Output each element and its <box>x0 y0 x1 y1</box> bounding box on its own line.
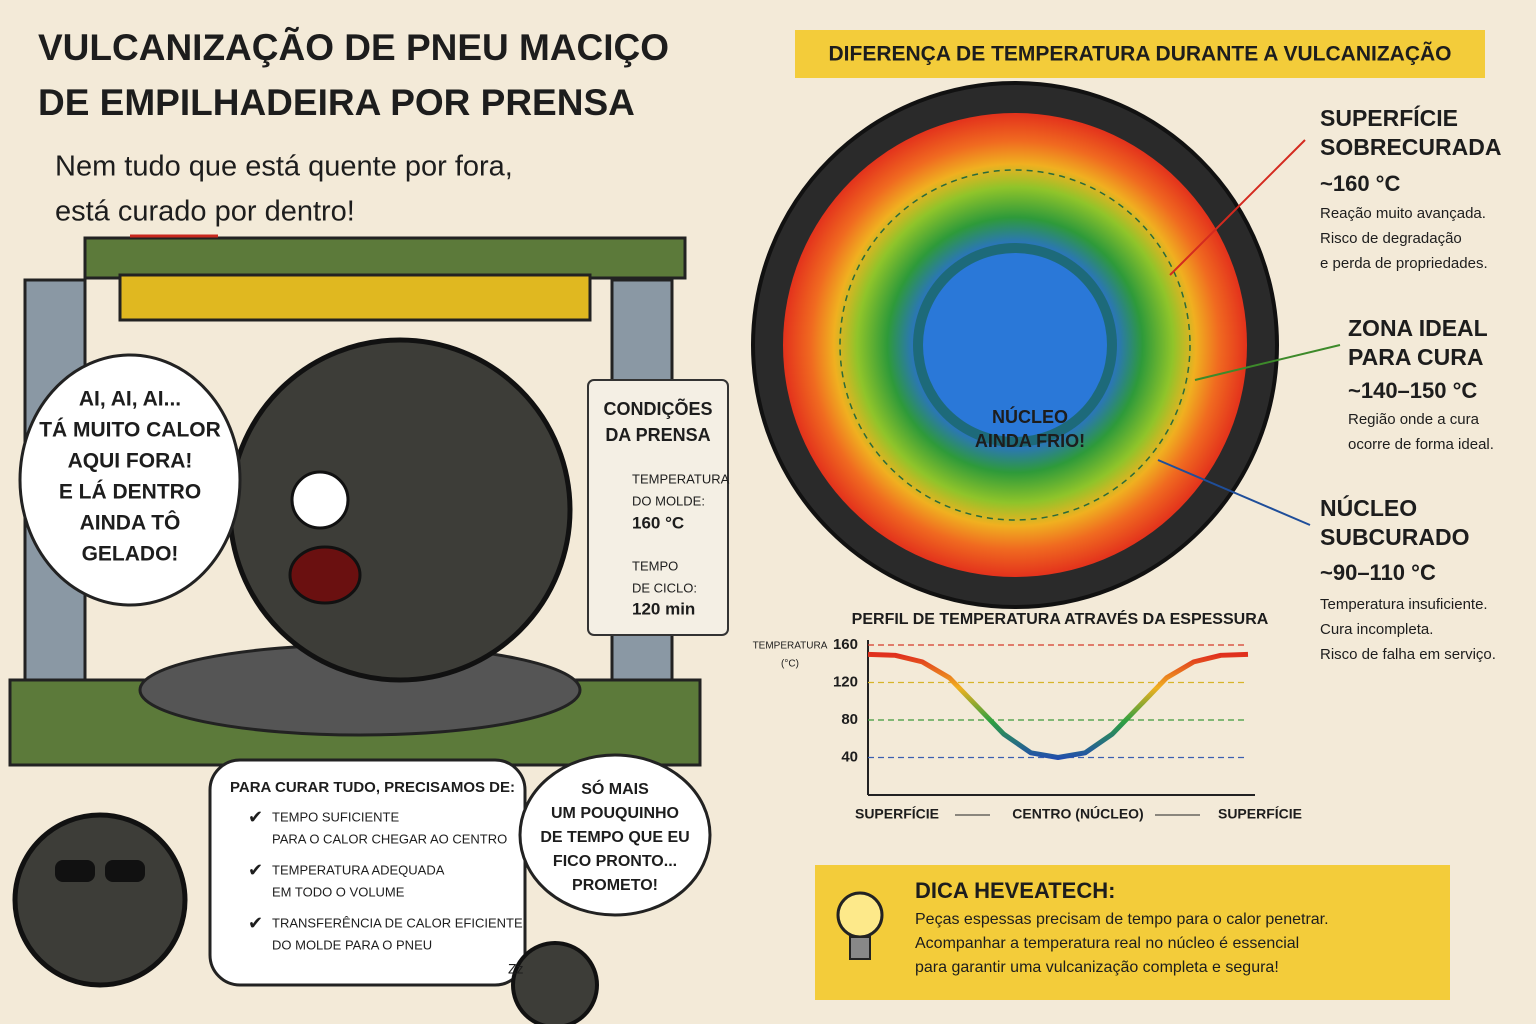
core-label: NÚCLEO <box>992 406 1068 427</box>
check-icon: ✔ <box>248 807 263 827</box>
speech-text: UM POUQUINHO <box>551 805 679 822</box>
panel-label: TEMPO <box>632 558 678 573</box>
diagram-title: DIFERENÇA DE TEMPERATURA DURANTE A VULCA… <box>829 43 1452 66</box>
zone-temperature: ~90–110 °C <box>1320 560 1436 585</box>
subtitle: está curado por dentro! <box>55 196 355 228</box>
decoration <box>8 30 1485 1024</box>
speech-text: FICO PRONTO... <box>553 853 677 870</box>
snore: Zz <box>508 961 524 977</box>
zone-title: SOBRECURADA <box>1320 134 1501 160</box>
y-axis-label: TEMPERATURA <box>753 641 828 652</box>
zone-title: SUBCURADO <box>1320 524 1470 550</box>
requirement-text: TRANSFERÊNCIA DE CALOR EFICIENTE <box>272 915 523 930</box>
y-tick-label: 120 <box>833 673 858 690</box>
y-tick-label: 160 <box>833 636 858 653</box>
panel-value: 120 min <box>632 599 695 618</box>
requirement-text: PARA O CALOR CHEGAR AO CENTRO <box>272 831 507 846</box>
tip-text: Acompanhar a temperatura real no núcleo … <box>915 935 1299 952</box>
zone-description: Temperatura insuficiente. <box>1320 596 1488 613</box>
requirements-title: PARA CURAR TUDO, PRECISAMOS DE: <box>230 779 515 796</box>
speech-text: PROMETO! <box>572 877 658 894</box>
x-tick-label: SUPERFÍCIE <box>1218 806 1302 822</box>
x-tick-label: SUPERFÍCIE <box>855 806 939 822</box>
tip-text: para garantir uma vulcanização completa … <box>915 959 1279 976</box>
zone-description: Cura incompleta. <box>1320 621 1433 638</box>
zone-description: Reação muito avançada. <box>1320 205 1486 222</box>
zone-temperature: ~160 °C <box>1320 171 1400 196</box>
requirement-text: EM TODO O VOLUME <box>272 884 405 899</box>
speech-text: SÓ MAIS <box>581 779 649 798</box>
zone-description: ocorre de forma ideal. <box>1348 436 1494 453</box>
speech-text: TÁ MUITO CALOR <box>39 419 221 442</box>
zone-description: e perda de propriedades. <box>1320 255 1488 272</box>
tip-text: Peças espessas precisam de tempo para o … <box>915 911 1329 928</box>
speech-text: AQUI FORA! <box>68 450 193 473</box>
panel-label: DE CICLO: <box>632 580 697 595</box>
panel-title: DA PRENSA <box>605 425 710 445</box>
zone-description: Risco de falha em serviço. <box>1320 646 1496 663</box>
y-tick-label: 80 <box>841 711 858 728</box>
speech-text: DE TEMPO QUE EU <box>540 829 689 846</box>
panel-title: CONDIÇÕES <box>603 398 712 419</box>
y-tick-label: 40 <box>841 748 858 765</box>
zone-title: SUPERFÍCIE <box>1320 104 1458 131</box>
requirement-text: DO MOLDE PARA O PNEU <box>272 937 432 952</box>
subtitle: Nem tudo que está quente por fora, <box>55 151 513 183</box>
x-tick-label: CENTRO (NÚCLEO) <box>1012 805 1143 822</box>
chart-title: PERFIL DE TEMPERATURA ATRAVÉS DA ESPESSU… <box>852 609 1269 628</box>
zone-description: Risco de degradação <box>1320 230 1462 247</box>
zone-title: PARA CURA <box>1348 344 1483 370</box>
requirement-text: TEMPO SUFICIENTE <box>272 809 399 824</box>
tip-title: DICA HEVEATECH: <box>915 878 1115 903</box>
speech-text: AINDA TÔ <box>80 511 181 535</box>
zone-title: ZONA IDEAL <box>1348 315 1488 341</box>
speech-text: AI, AI, AI... <box>79 388 181 411</box>
check-icon: ✔ <box>248 860 263 880</box>
panel-label: DO MOLDE: <box>632 493 705 508</box>
title: DE EMPILHADEIRA POR PRENSA <box>38 82 635 123</box>
title: VULCANIZAÇÃO DE PNEU MACIÇO <box>38 26 669 68</box>
speech-text: E LÁ DENTRO <box>59 481 201 504</box>
temperature-line <box>867 651 1249 760</box>
check-icon: ✔ <box>248 913 263 933</box>
zone-temperature: ~140–150 °C <box>1348 378 1477 403</box>
requirement-text: TEMPERATURA ADEQUADA <box>272 862 445 877</box>
zone-description: Região onde a cura <box>1348 411 1480 428</box>
speech-text: GELADO! <box>82 543 179 566</box>
zone-title: NÚCLEO <box>1320 494 1417 521</box>
core-label: AINDA FRIO! <box>975 431 1085 451</box>
panel-label: TEMPERATURA <box>632 471 730 486</box>
panel-value: 160 °C <box>632 513 684 532</box>
y-axis-label: (°C) <box>781 659 799 670</box>
